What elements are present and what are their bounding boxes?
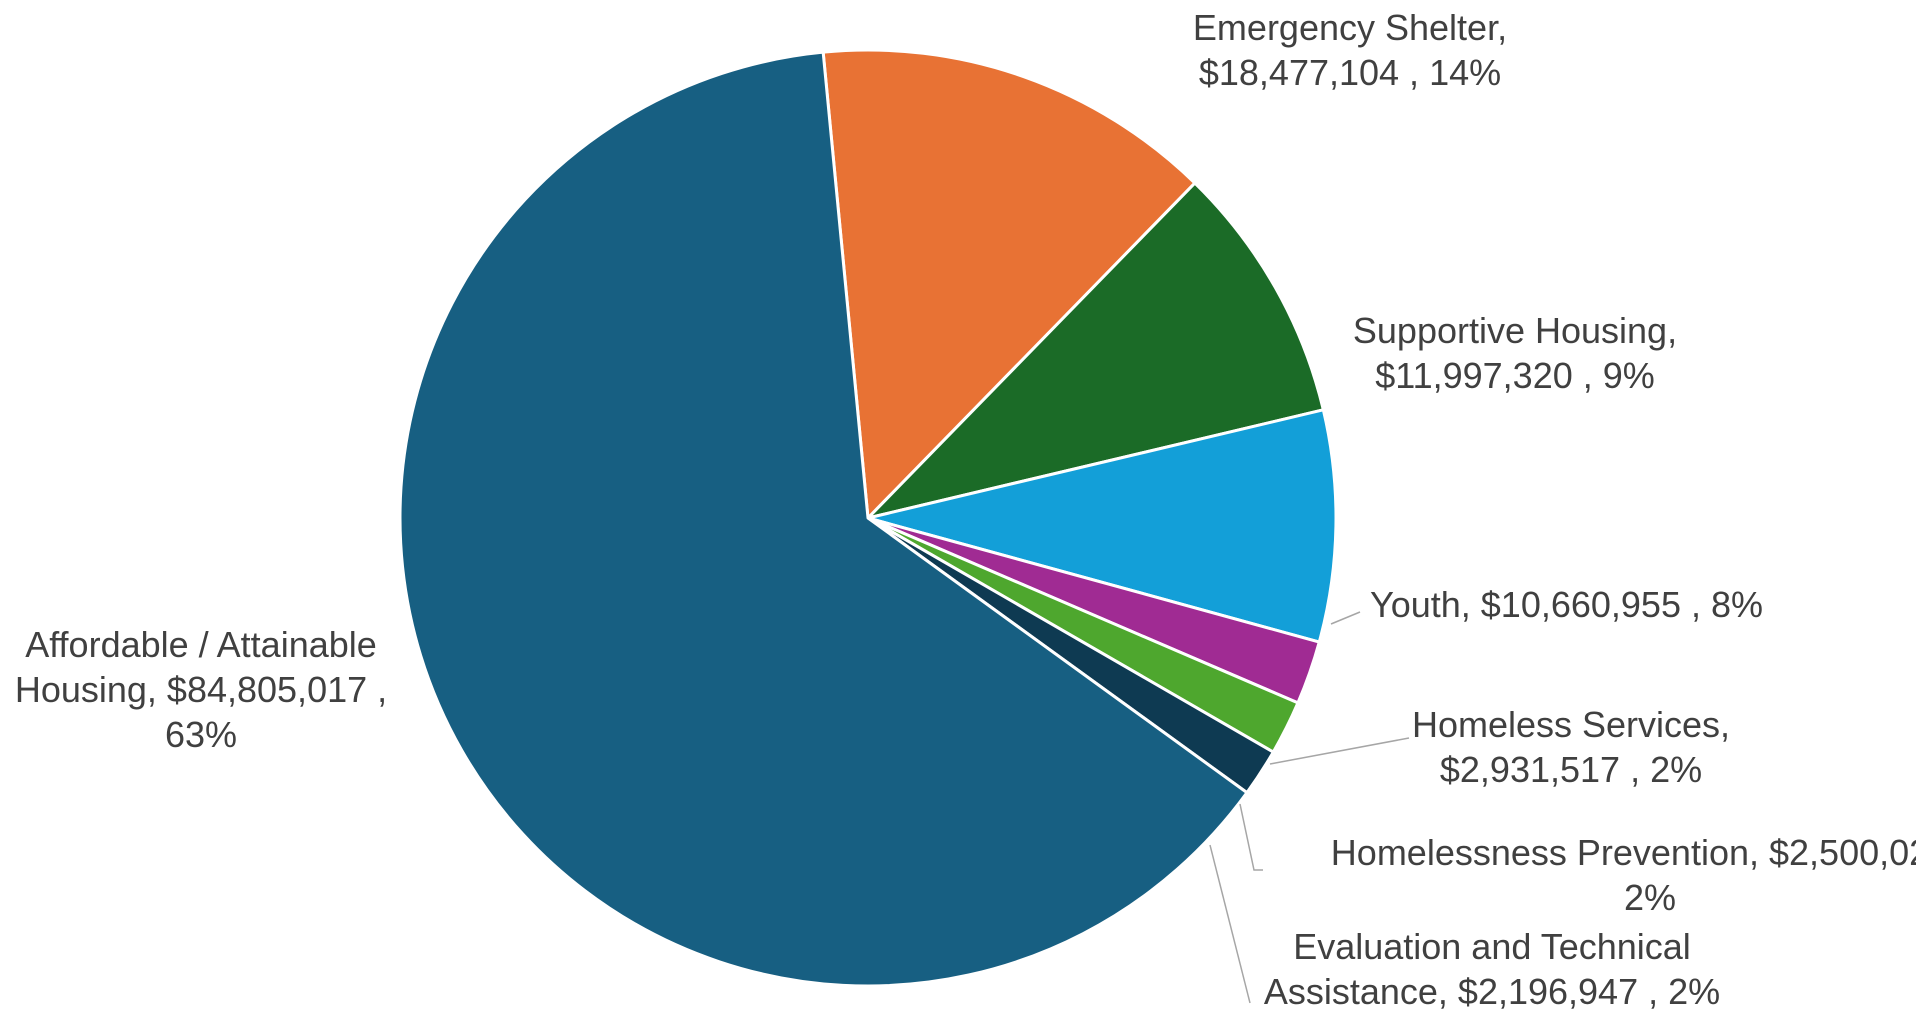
data-labels: Emergency Shelter, $18,477,104 , 14% Suppo…	[15, 7, 1916, 1012]
data-label-line: Youth, $10,660,955 , 8%	[1370, 584, 1763, 625]
data-label-line: $2,931,517 , 2%	[1440, 749, 1702, 790]
data-label-supportive-housing: Supportive Housing, $11,997,320 , 9%	[1353, 310, 1677, 396]
pie-slice-supportive-housing	[866, 181, 1325, 520]
pie-slice-affordable-attainable-housing	[398, 50, 1249, 988]
data-label-homelessness-prevention: Homelessness Prevention, $2,500,020 , 2%	[1331, 832, 1916, 918]
data-label-evaluation-and-technical-assistance: Evaluation and Technical Assistance, $2,1…	[1264, 926, 1720, 1012]
data-label-affordable-attainable-housing: Affordable / Attainable Housing, $84,805,…	[15, 624, 387, 755]
data-label-line: Housing, $84,805,017 ,	[15, 669, 387, 710]
leader-line-homelessness-prevention	[1239, 803, 1263, 871]
data-label-youth: Youth, $10,660,955 , 8%	[1370, 584, 1763, 625]
data-label-line: Assistance, $2,196,947 , 2%	[1264, 971, 1720, 1012]
leader-line-evaluation-and-technical-assistance	[1209, 844, 1251, 1004]
data-label-line: Homelessness Prevention, $2,500,020 ,	[1331, 832, 1916, 873]
leader-line-homeless-services	[1269, 737, 1410, 765]
leader-lines	[1209, 611, 1410, 1004]
pie-slice-emergency-shelter	[821, 48, 1197, 520]
data-label-line: $18,477,104 , 14%	[1199, 52, 1501, 93]
leader-line-youth	[1330, 611, 1361, 625]
data-label-line: $11,997,320 , 9%	[1375, 355, 1655, 396]
data-label-emergency-shelter: Emergency Shelter, $18,477,104 , 14%	[1193, 7, 1507, 93]
data-label-line: Supportive Housing,	[1353, 310, 1677, 351]
data-label-homeless-services: Homeless Services, $2,931,517 , 2%	[1412, 704, 1730, 790]
pie-slice-youth	[866, 408, 1338, 644]
data-label-line: 2%	[1624, 877, 1676, 918]
data-label-line: Evaluation and Technical	[1293, 926, 1691, 967]
data-label-line: Affordable / Attainable	[25, 624, 377, 665]
data-label-line: 63%	[165, 714, 237, 755]
data-label-line: Emergency Shelter,	[1193, 7, 1507, 48]
pie-slices	[398, 48, 1338, 988]
data-label-line: Homeless Services,	[1412, 704, 1730, 745]
